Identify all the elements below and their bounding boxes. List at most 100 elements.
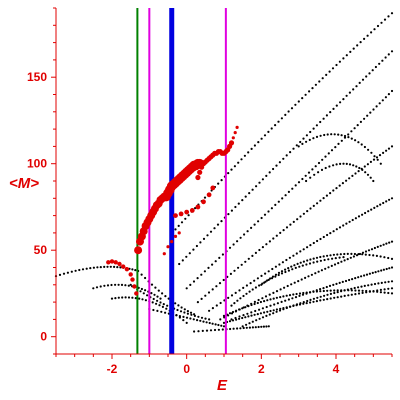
- background-point: [285, 154, 288, 157]
- background-point: [361, 213, 364, 216]
- background-point: [274, 275, 277, 278]
- background-point: [348, 278, 351, 282]
- background-point: [322, 117, 325, 120]
- background-point: [220, 324, 223, 327]
- background-point: [287, 267, 290, 270]
- highlight-point: [132, 284, 137, 289]
- background-point: [209, 329, 213, 332]
- background-point: [215, 285, 218, 288]
- background-point: [261, 297, 264, 300]
- x-tick-label: 2: [258, 362, 265, 376]
- background-point: [228, 312, 232, 315]
- highlight-point: [231, 136, 235, 140]
- background-point: [266, 299, 269, 302]
- background-point: [219, 318, 222, 321]
- background-point: [317, 270, 320, 273]
- background-point: [214, 260, 217, 263]
- background-point: [292, 304, 295, 307]
- background-point: [174, 302, 177, 305]
- background-point: [304, 93, 307, 96]
- background-point: [336, 291, 339, 294]
- background-point: [266, 310, 269, 313]
- background-point: [302, 301, 305, 304]
- background-point: [192, 248, 195, 251]
- background-point: [92, 266, 95, 269]
- background-point: [338, 60, 341, 63]
- background-point: [152, 297, 155, 301]
- background-point: [227, 296, 230, 299]
- background-point: [375, 105, 378, 108]
- background-point: [379, 291, 382, 294]
- background-point: [352, 47, 355, 50]
- background-point: [376, 245, 379, 248]
- background-point: [106, 284, 110, 287]
- background-point: [380, 21, 383, 24]
- background-point: [322, 235, 325, 239]
- background-point: [238, 289, 241, 292]
- background-point: [340, 260, 343, 263]
- background-point: [120, 283, 124, 286]
- background-point: [338, 184, 341, 187]
- background-point: [387, 287, 390, 290]
- background-point: [114, 283, 117, 286]
- background-point: [390, 280, 394, 283]
- background-point: [311, 168, 314, 171]
- background-point: [312, 204, 315, 207]
- background-point: [294, 184, 297, 187]
- background-point: [372, 108, 375, 111]
- background-point: [259, 300, 262, 304]
- background-point: [350, 293, 353, 296]
- background-point: [239, 297, 242, 300]
- background-point: [332, 230, 335, 233]
- background-point: [299, 215, 302, 218]
- background-point: [106, 265, 109, 268]
- background-point: [241, 325, 244, 328]
- background-point: [338, 281, 341, 284]
- highlight-point: [178, 211, 184, 217]
- background-point: [175, 314, 178, 317]
- background-point: [374, 65, 377, 69]
- background-point: [240, 158, 243, 161]
- background-point: [256, 313, 259, 316]
- background-point: [290, 107, 294, 110]
- background-point: [348, 177, 351, 180]
- background-point: [205, 321, 208, 324]
- background-point: [211, 307, 214, 310]
- background-point: [294, 103, 297, 106]
- background-point: [243, 233, 246, 236]
- background-point: [124, 284, 127, 287]
- background-point: [245, 326, 248, 329]
- background-point: [323, 133, 326, 137]
- background-point: [381, 59, 384, 62]
- background-point: [241, 316, 244, 320]
- background-point: [297, 280, 300, 283]
- background-point: [319, 299, 322, 302]
- y-tick-label: 150: [27, 70, 47, 84]
- background-point: [327, 266, 330, 269]
- background-point: [233, 165, 236, 168]
- background-point: [256, 277, 259, 280]
- background-point: [262, 325, 265, 328]
- x-tick-label: 0: [183, 362, 190, 376]
- background-point: [319, 199, 322, 202]
- background-point: [275, 164, 278, 167]
- background-point: [346, 288, 349, 291]
- background-point: [158, 304, 161, 307]
- background-point: [200, 297, 203, 300]
- background-point: [384, 96, 387, 99]
- background-point: [354, 172, 357, 175]
- background-point: [344, 279, 348, 283]
- background-point: [388, 267, 391, 270]
- background-point: [322, 197, 325, 200]
- background-point: [277, 120, 280, 123]
- background-point: [331, 67, 335, 70]
- background-point: [305, 263, 308, 266]
- background-point: [269, 277, 272, 280]
- background-point: [117, 283, 120, 286]
- background-point: [139, 290, 142, 293]
- background-point: [319, 134, 322, 137]
- background-point: [251, 254, 254, 257]
- background-point: [140, 273, 143, 276]
- background-point: [360, 143, 363, 146]
- highlight-point: [197, 169, 203, 175]
